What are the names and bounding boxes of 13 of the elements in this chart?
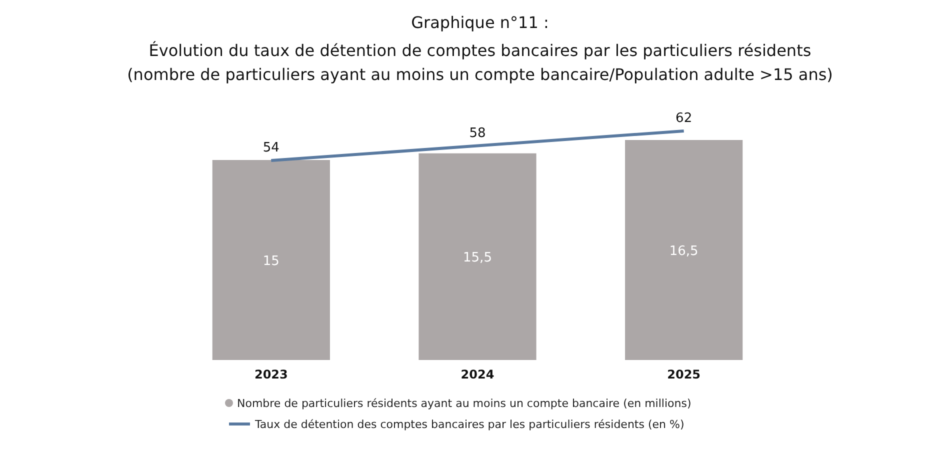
data-label: 62 — [676, 111, 692, 126]
chart-title: Graphique n°11 : — [411, 13, 549, 32]
data-label: 15 — [262, 254, 280, 269]
data-label: 54 — [262, 140, 280, 156]
legend-label: Nombre de particuliers résidents ayant au moins un compte bancaire (en millions) — [237, 397, 692, 410]
x-tick-label: 2023 — [254, 368, 288, 382]
data-label: 16,5 — [669, 244, 698, 259]
chart-subtitle: Évolution du taux de détention de comptes bancaires par les particuliers résidents (nombre de particuliers ayant au moins un compte bancaire/Population adulte >15 ans) — [127, 41, 833, 84]
x-tick-label: 2024 — [460, 368, 494, 382]
data-label: 15,5 — [463, 250, 492, 266]
x-tick-label: 2025 — [667, 368, 701, 382]
legend-label: Taux de détention des comptes bancaires par les particuliers résidents (en %) — [254, 418, 684, 431]
data-label: 58 — [469, 126, 486, 141]
